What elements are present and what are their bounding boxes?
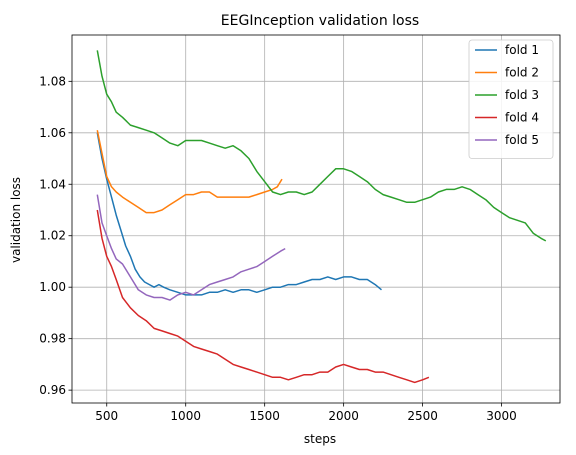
legend-box <box>468 39 554 159</box>
x-axis-label: steps <box>304 432 336 446</box>
y-tick-label: 1.02 <box>39 229 66 243</box>
x-tick-label: 2500 <box>407 409 438 423</box>
x-tick-label: 1000 <box>170 409 201 423</box>
plot-frame <box>71 34 561 404</box>
series-line-fold-2 <box>96 130 283 214</box>
y-tick-label: 1.08 <box>39 74 66 88</box>
series-line-fold-3 <box>96 50 547 242</box>
x-ticks: 500 1000 1500 2000 2500 3000 <box>95 403 517 423</box>
x-tick-label: 3000 <box>486 409 517 423</box>
legend-label: fold 1 <box>505 43 539 57</box>
series-line-fold-1 <box>96 132 382 296</box>
legend-label: fold 5 <box>505 133 539 147</box>
legend-label: fold 3 <box>505 88 539 102</box>
y-tick-label: 0.98 <box>39 332 66 346</box>
y-tick-label: 0.96 <box>39 383 66 397</box>
y-tick-label: 1.06 <box>39 126 66 140</box>
series-line-fold-4 <box>96 209 430 384</box>
series-lines <box>96 50 547 384</box>
legend-label: fold 2 <box>505 66 539 80</box>
x-tick-label: 1500 <box>249 409 280 423</box>
y-tick-label: 1.00 <box>39 280 66 294</box>
series-line-fold-5 <box>96 194 286 301</box>
x-tick-label: 2000 <box>328 409 359 423</box>
y-ticks: 0.96 0.98 1.00 1.02 1.04 1.06 1.08 <box>39 74 72 397</box>
chart-title: EEGInception validation loss <box>221 13 419 29</box>
x-tick-label: 500 <box>95 409 118 423</box>
legend-label: fold 4 <box>505 111 539 125</box>
y-axis-label: validation loss <box>9 177 23 263</box>
y-tick-label: 1.04 <box>39 177 66 191</box>
legend: fold 1 fold 2 fold 3 fold 4 fold 5 <box>468 39 554 159</box>
